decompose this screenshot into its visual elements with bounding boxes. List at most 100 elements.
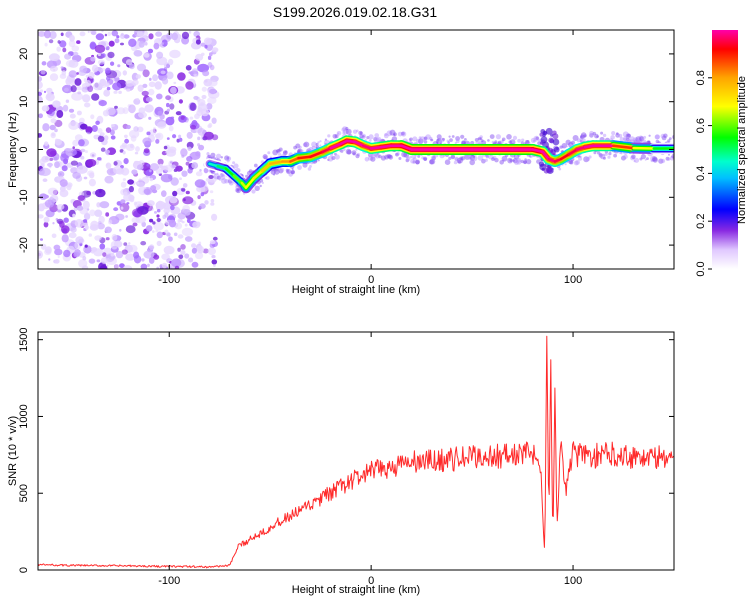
noise-blob [156,51,164,59]
spectrogram-x-ticks: -100 0 100 [158,30,582,286]
noise-blob [207,96,217,104]
noise-blob [189,102,197,112]
colorbar-tick-label: 0.8 [695,70,707,85]
noise-blob [70,226,77,233]
ridge-halo-blob [579,155,582,158]
noise-blob [178,99,183,104]
ridge-halo-blob [342,126,348,132]
noise-blob [79,117,85,124]
ridge-segment [353,140,365,147]
ridge-halo-blob [273,173,276,176]
noise-blob [70,85,77,93]
ridge-halo-blob [411,154,417,160]
ridge-halo-blob [436,141,439,144]
ridge-halo-blob [340,149,344,153]
ridge-halo-blob [263,155,267,160]
ridge-halo-blob [461,140,466,145]
noise-blob [211,255,216,259]
noise-blob [113,76,120,82]
noise-blob [53,68,56,72]
noise-blob [141,90,149,97]
noise-blob [194,179,206,188]
noise-blob [153,42,160,50]
noise-blob [137,164,144,171]
noise-blob [154,211,157,214]
noise-blob [80,155,85,160]
ridge-halo-blob [630,155,635,161]
ridge-halo-blob [283,150,288,156]
noise-blob [140,241,147,246]
noise-blob [89,224,99,231]
noise-blob [204,44,208,49]
ridge-halo-blob [226,156,232,161]
ridge-halo-blob [632,137,639,143]
ridge-halo-blob [285,170,290,174]
ridge-halo-blob [293,145,297,150]
noise-blob [147,48,154,54]
noise-blob [146,131,151,136]
y-tick-label: 500 [18,484,30,502]
snr-panel: -100 0 100 0 500 1000 1500 Height of straight… [7,327,675,596]
noise-blob [149,169,152,173]
noise-blob [76,72,79,75]
noise-blob [135,74,141,79]
ridge-halo-blob [272,149,279,156]
noise-blob [47,187,58,196]
noise-blob [156,231,163,239]
ridge-halo-blob [646,157,649,161]
ridge-halo-blob [224,155,230,161]
noise-blob [105,163,109,167]
noise-blob [48,109,55,117]
noise-blob [170,161,173,164]
ridge-halo-blob [395,152,399,156]
spectrogram-ridge [204,135,674,194]
ridge-halo-blob [520,159,524,164]
ridge-halo-blob [380,155,386,161]
ridge-halo-blob [499,140,504,145]
ridge-halo-blob [364,157,370,162]
noise-blob [82,200,90,210]
ridge-segment [309,150,324,158]
noise-blob [126,124,131,130]
noise-blob [145,97,153,102]
ridge-halo-blob [669,155,674,161]
ridge-halo-blob [481,140,487,146]
noise-blob [44,90,46,94]
ridge-halo-blob [386,130,393,137]
noise-blob [60,66,64,69]
ridge-halo-blob [216,153,222,159]
noise-blob [201,86,207,92]
ridge-burst-blob [552,138,560,146]
ridge-burst-blob [548,137,554,143]
noise-blob [76,205,84,211]
noise-blob [203,37,212,45]
noise-blob [177,247,181,252]
ridge-halo-blob [439,137,445,143]
noise-blob [59,173,62,176]
ridge-halo-blob [501,139,505,142]
noise-blob [154,81,162,90]
noise-blob [76,86,82,91]
noise-blob [207,87,217,96]
ridge-halo-blob [464,154,471,160]
noise-blob [122,178,126,181]
noise-blob [76,110,82,116]
figure-title: S199.2026.019.02.18.G31 [273,4,437,20]
snr-y-axis-title: SNR (10 * v/v) [7,416,19,486]
ridge-halo-blob [491,157,495,162]
noise-blob [86,159,97,167]
ridge-halo-blob [386,155,389,158]
ridge-halo-blob [415,138,421,144]
noise-blob [125,80,135,87]
noise-blob [203,167,209,174]
ridge-halo-blob [577,155,580,158]
ridge-halo-blob [418,136,422,140]
ridge-halo-blob [497,140,502,145]
noise-blob [171,258,182,268]
noise-blob [43,221,49,228]
noise-blob [184,236,193,242]
ridge-halo-blob [451,135,455,138]
ridge-halo-blob [655,139,660,144]
noise-blob [157,158,164,166]
noise-blob [48,258,51,261]
